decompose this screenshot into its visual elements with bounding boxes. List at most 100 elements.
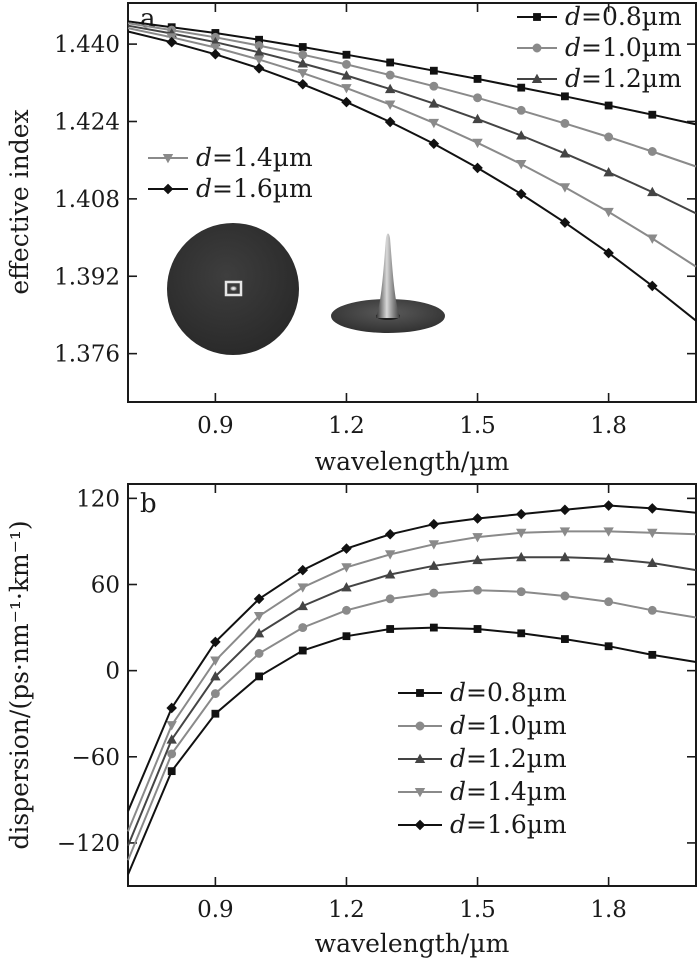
panel-a-x-axis-title: wavelength/µm (315, 447, 510, 476)
legend-item: d=1.0µm (517, 33, 682, 62)
data-point (515, 508, 527, 520)
legend-marker (533, 13, 541, 21)
data-point (166, 36, 177, 48)
data-point (384, 550, 396, 560)
data-point (386, 58, 395, 67)
panel-a-ticks: 0.9 1.2 1.5 1.8 1.376 1.392 1.408 1.424 1.440 (54, 3, 696, 439)
data-point (473, 585, 482, 595)
data-point (166, 721, 177, 731)
data-point (342, 50, 351, 59)
data-point (342, 605, 351, 615)
y-tick-label: 0 (105, 659, 120, 685)
legend-item: d=1.2µm (398, 744, 567, 773)
data-point (647, 280, 658, 292)
data-point (341, 582, 352, 592)
data-point (384, 528, 396, 540)
data-point (341, 96, 352, 108)
y-tick-label: 60 (91, 573, 120, 599)
y-tick-label: 1.424 (54, 109, 120, 135)
data-point (515, 188, 527, 200)
data-point (516, 528, 527, 539)
data-point (604, 597, 614, 607)
series-line (127, 556, 697, 847)
data-point (210, 43, 221, 53)
x-tick-label: 1.2 (328, 897, 365, 923)
series-5 (127, 500, 697, 812)
data-point (517, 629, 526, 638)
data-point (603, 553, 614, 563)
data-point (253, 63, 265, 74)
legend-item: d=1.6µm (398, 810, 567, 839)
data-point (342, 632, 351, 641)
data-point (429, 588, 439, 598)
data-point (429, 81, 439, 91)
data-point (211, 709, 220, 718)
data-point (647, 503, 658, 514)
series-line (127, 626, 697, 875)
data-point (429, 66, 438, 75)
legend-label: d=0.8µm (450, 678, 567, 707)
data-point (561, 92, 569, 101)
legend-label: d=1.0µm (450, 711, 567, 740)
data-point (384, 83, 396, 94)
legend-marker (532, 43, 542, 53)
series-1 (127, 623, 697, 875)
data-point (385, 594, 395, 604)
x-tick-label: 1.8 (590, 413, 627, 439)
data-point (473, 625, 482, 633)
series-line (127, 20, 697, 126)
legend-marker (414, 753, 426, 764)
x-tick-label: 1.8 (590, 897, 627, 923)
series-4 (127, 527, 697, 832)
data-point (516, 587, 526, 597)
panel-b-legend-lower-right: d=0.8µm d=1.0µm d=1.2µm d=1.4µm d=1.6µm (398, 678, 567, 839)
data-point (516, 130, 527, 140)
data-point (516, 160, 527, 170)
legend-marker (162, 183, 174, 195)
x-tick-label: 0.9 (197, 897, 234, 923)
data-point (472, 162, 483, 174)
data-point (384, 100, 396, 110)
data-point (210, 636, 221, 648)
x-tick-label: 1.2 (328, 413, 365, 439)
legend-marker (415, 721, 425, 731)
legend-marker (414, 787, 426, 798)
data-point (559, 504, 571, 516)
panel-b-plot-frame (127, 483, 697, 887)
legend-item: d=1.2µm (517, 64, 682, 93)
mode-intensity-3d-inset (331, 233, 445, 333)
legend-item: d=1.4µm (148, 143, 313, 172)
panel-b-x-axis-title: wavelength/µm (315, 929, 510, 958)
data-point (298, 623, 308, 633)
data-point (298, 646, 307, 655)
series-4 (127, 27, 697, 268)
data-point (647, 605, 657, 615)
y-tick-label: −60 (71, 745, 120, 771)
data-point (253, 628, 265, 638)
data-point (297, 78, 309, 90)
legend-label: d=1.6µm (196, 174, 313, 203)
legend-marker (416, 689, 424, 697)
data-point (559, 183, 571, 193)
y-tick-label: 120 (76, 486, 120, 512)
data-point (210, 656, 221, 666)
x-tick-label: 0.9 (197, 413, 234, 439)
series-line (127, 504, 697, 812)
legend-label: d=0.8µm (565, 2, 682, 31)
data-point (603, 527, 614, 537)
y-tick-label: 1.408 (54, 187, 120, 213)
data-point (648, 650, 657, 659)
legend-item: d=1.0µm (398, 711, 567, 740)
data-point (167, 749, 177, 759)
data-point (428, 560, 440, 570)
data-point (559, 551, 571, 562)
data-point (472, 554, 483, 565)
y-tick-label: 1.392 (54, 264, 120, 290)
data-point (603, 166, 614, 177)
panel-a-plot-frame (127, 2, 697, 403)
y-tick-label: 1.376 (54, 342, 120, 368)
data-point (559, 217, 571, 228)
data-point (428, 118, 440, 129)
data-point (298, 43, 307, 51)
